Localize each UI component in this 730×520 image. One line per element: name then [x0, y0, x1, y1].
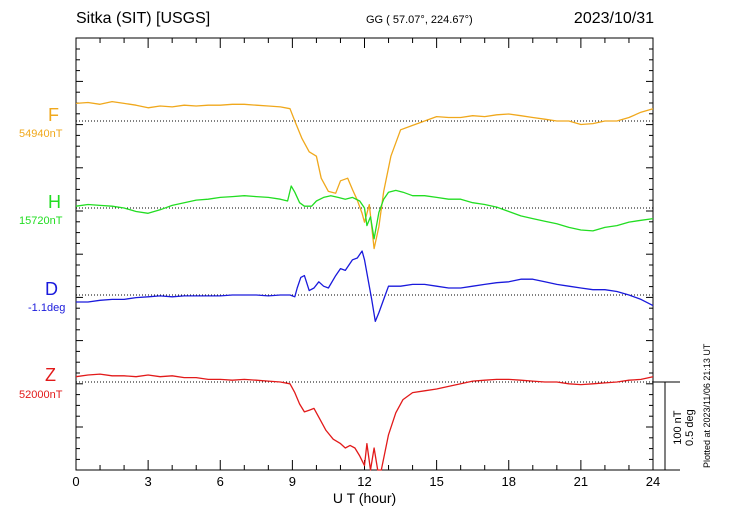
- series-line-z: [75, 373, 654, 471]
- series-lines: [75, 100, 654, 471]
- scale-bar: [653, 381, 680, 471]
- baseline-lines: [76, 120, 653, 383]
- series-name-z: Z: [45, 365, 56, 385]
- x-tick-label: 12: [357, 474, 371, 489]
- series-baseline-z: 52000nT: [19, 389, 63, 401]
- x-tick-label: 9: [289, 474, 296, 489]
- series-baseline-h: 15720nT: [19, 215, 63, 227]
- x-tick-label: 3: [145, 474, 152, 489]
- series-name-h: H: [48, 192, 61, 212]
- date-label: 2023/10/31: [573, 10, 654, 27]
- series-name-f: F: [48, 105, 59, 125]
- series-line-h: [75, 185, 654, 240]
- station-title: Sitka (SIT) [USGS]: [76, 10, 211, 27]
- coordinates-label: GG ( 57.07°, 224.67°): [366, 14, 473, 26]
- x-tick-label: 21: [574, 474, 588, 489]
- x-tick-label: 18: [502, 474, 516, 489]
- series-baseline-f: 54940nT: [19, 128, 63, 140]
- x-tick-label: 15: [429, 474, 443, 489]
- axis-ticks: [75, 38, 654, 470]
- x-axis-title: U T (hour): [333, 490, 396, 506]
- x-tick-labels: 0 3 6 9 12 15 18 21 24: [72, 474, 660, 489]
- series-baseline-d: -1.1deg: [28, 302, 66, 314]
- x-tick-label: 24: [646, 474, 660, 489]
- x-tick-label: 6: [217, 474, 224, 489]
- series-line-d: [76, 250, 654, 323]
- series-name-d: D: [45, 279, 58, 299]
- x-tick-label: 0: [72, 474, 79, 489]
- plot-frame: [75, 37, 654, 471]
